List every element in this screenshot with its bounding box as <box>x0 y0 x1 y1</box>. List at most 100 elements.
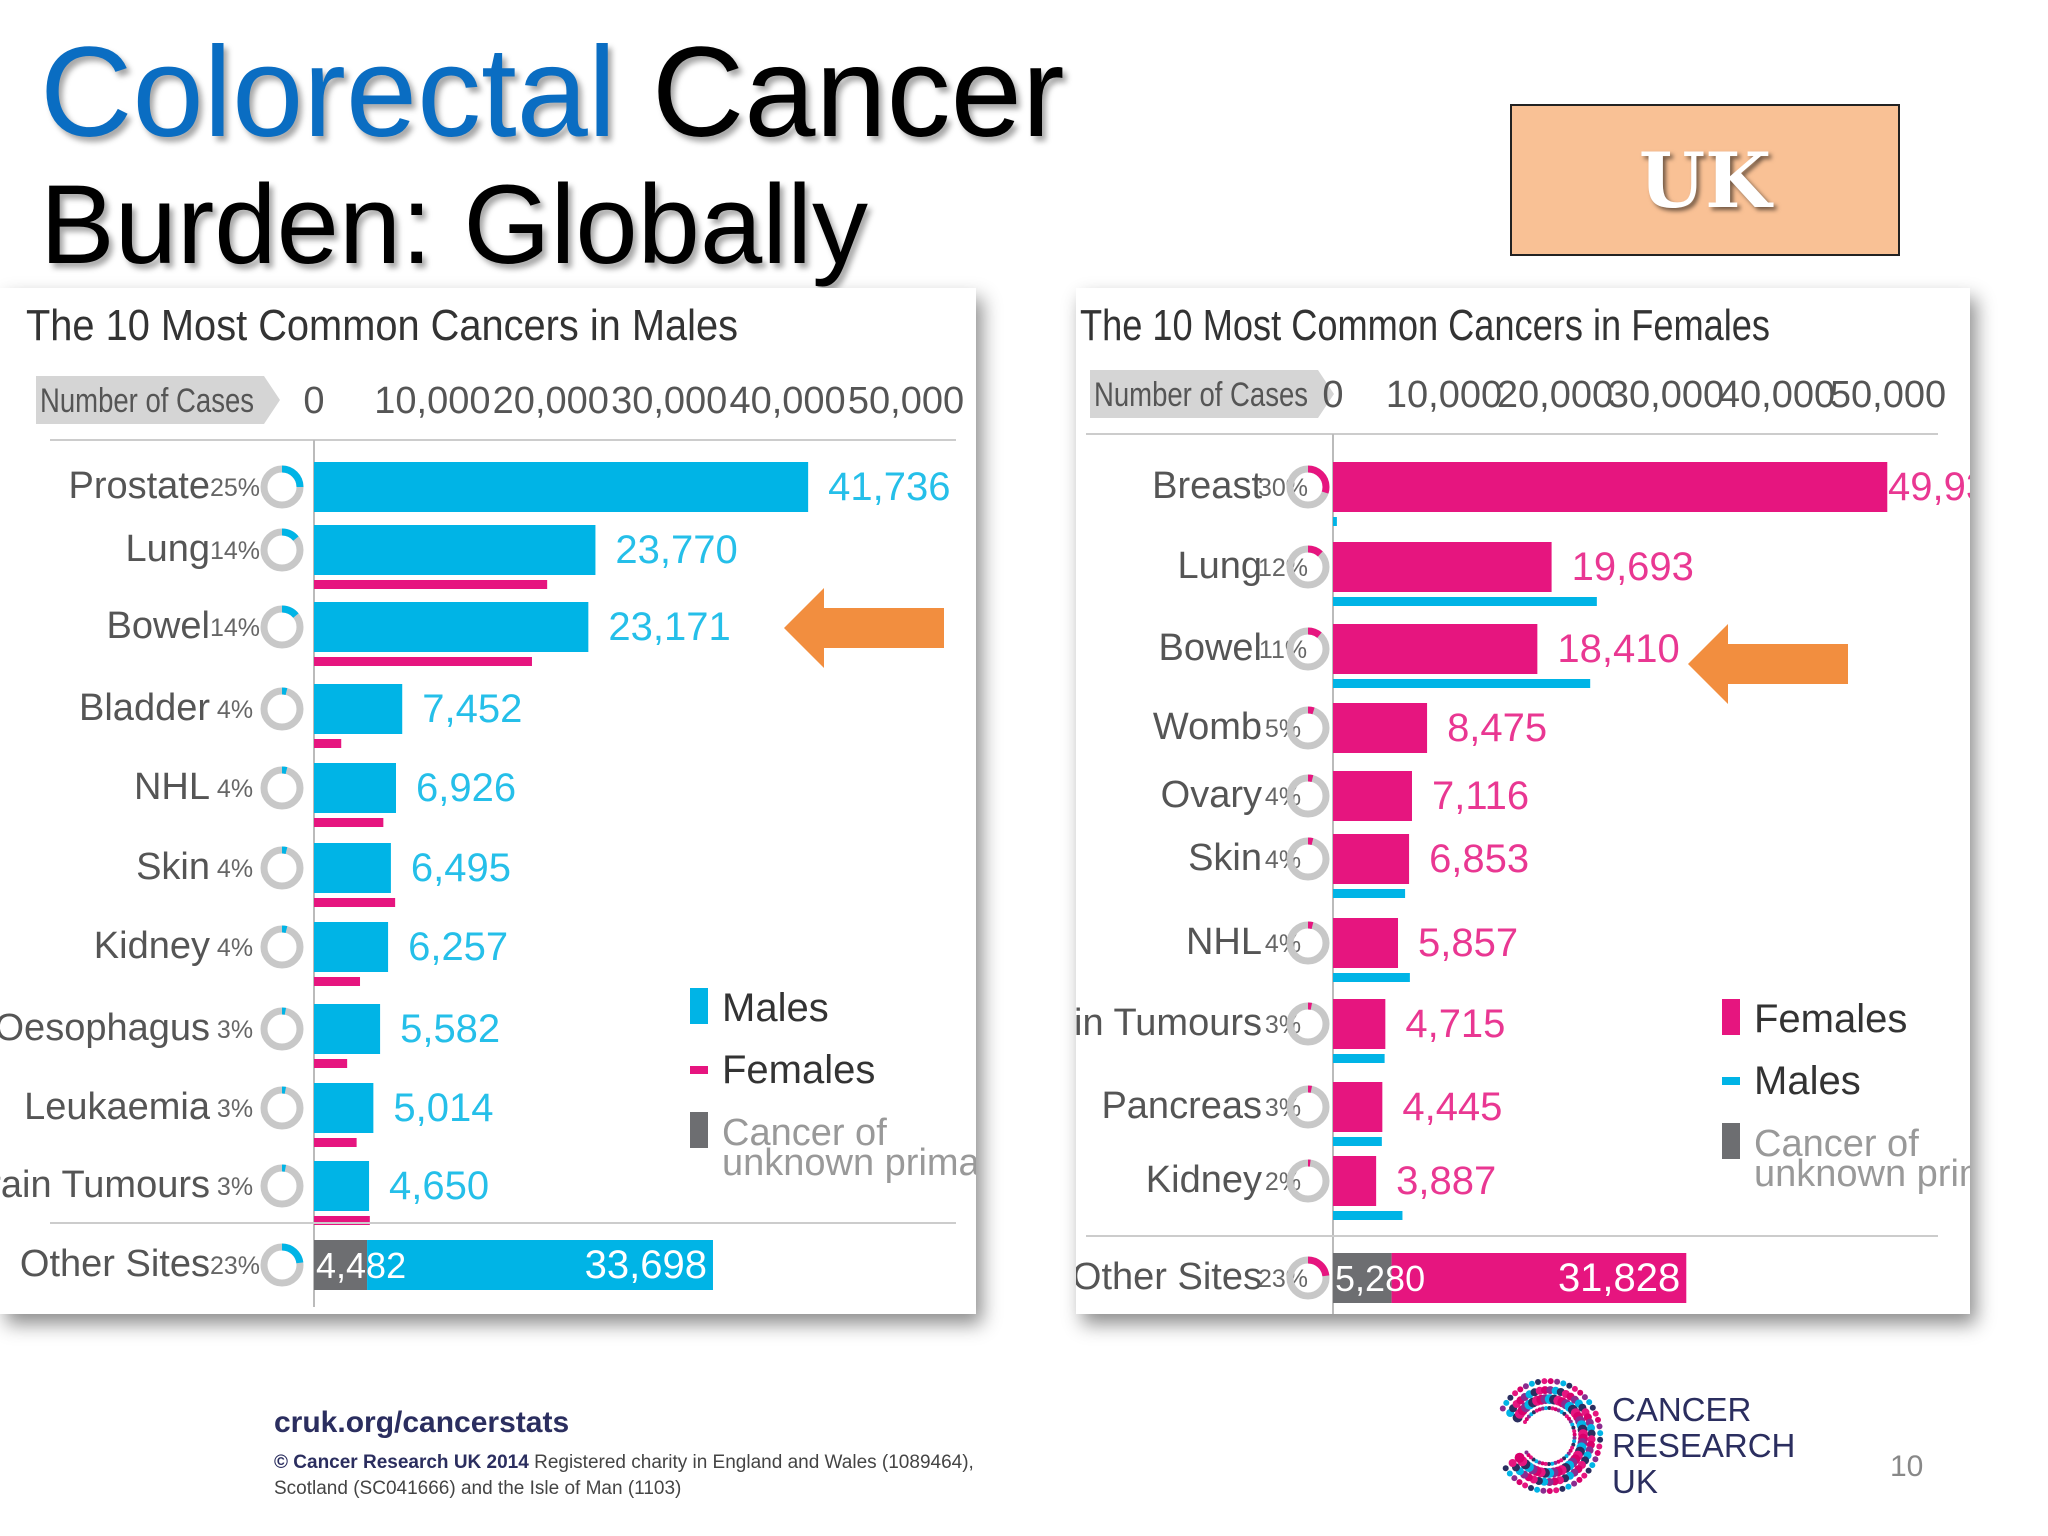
bar-females <box>314 739 342 748</box>
bar-unknown-primary <box>314 1240 368 1290</box>
percent-donut-ring <box>260 925 304 969</box>
bar-males <box>1333 1054 1385 1063</box>
unknown-value-label: 4,482 <box>316 1245 406 1286</box>
legend-label: Males <box>1754 1059 1861 1103</box>
axis-label: Number of Cases <box>40 382 254 420</box>
percent-donut-arc <box>260 465 304 509</box>
bar-females <box>314 657 532 666</box>
logo-dot <box>1589 1462 1596 1469</box>
logo-dot <box>1522 1482 1529 1489</box>
other-sites-label: Other Sites <box>20 1243 210 1285</box>
bar-unknown-primary <box>1333 1253 1392 1303</box>
bar-females <box>314 977 361 986</box>
logo-dot <box>1572 1436 1577 1440</box>
x-tick-label: 20,000 <box>1497 374 1613 416</box>
percent-donut-ring <box>260 1164 304 1208</box>
legend-swatch-bar <box>1722 999 1740 1035</box>
percent-label: 3% <box>217 1016 253 1044</box>
unknown-value-label: 5,280 <box>1335 1258 1425 1299</box>
logo-dot <box>1537 1460 1542 1465</box>
bar-males <box>1333 1137 1382 1146</box>
cancer-research-uk-logo: CANCER RESEARCH UK <box>1486 1366 1836 1506</box>
other-value-label: 31,828 <box>1558 1256 1680 1300</box>
logo-dot <box>1543 1461 1548 1466</box>
logo-dot <box>1547 1378 1554 1385</box>
logo-dot <box>1587 1429 1596 1438</box>
percent-donut-arc <box>260 1086 304 1130</box>
percent-donut-arc <box>1286 774 1330 818</box>
value-label: 6,926 <box>416 766 516 810</box>
logo-text: CANCER RESEARCH UK <box>1612 1392 1795 1500</box>
logo-dot <box>1514 1452 1525 1463</box>
x-tick-label: 0 <box>1322 374 1343 416</box>
other-sites-label: Other Sites <box>1076 1256 1262 1298</box>
logo-dot <box>1570 1445 1575 1450</box>
logo-dot <box>1550 1461 1555 1466</box>
category-label: Kidney <box>1146 1159 1262 1201</box>
legend-swatch-line <box>690 1066 708 1074</box>
logo-dot <box>1559 1485 1566 1492</box>
value-label: 6,495 <box>411 846 511 890</box>
logo-dot <box>1596 1443 1603 1450</box>
value-label: 5,857 <box>1418 921 1518 965</box>
category-label: Womb <box>1153 706 1262 748</box>
footer: cruk.org/cancerstats © Cancer Research U… <box>256 1352 1840 1512</box>
percent-label: 4% <box>217 934 253 962</box>
logo-dot <box>1517 1386 1524 1393</box>
bar-females <box>314 1138 357 1147</box>
cancerstats-link[interactable]: cruk.org/cancerstats <box>274 1406 570 1439</box>
slide-title-colorectal: Colorectal <box>40 21 617 164</box>
copyright-line-1: © Cancer Research UK 2014 Registered cha… <box>274 1452 974 1474</box>
x-tick-label: 10,000 <box>1386 374 1502 416</box>
legend-label-continued: unknown primary <box>1754 1153 1970 1195</box>
logo-dot <box>1511 1475 1518 1482</box>
percent-donut-arc <box>1286 837 1330 881</box>
percent-donut-ring <box>260 687 304 731</box>
value-label: 8,475 <box>1447 706 1547 750</box>
logo-line-3: UK <box>1612 1463 1658 1500</box>
logo-line-1: CANCER <box>1612 1391 1752 1428</box>
logo-dot <box>1506 1470 1513 1477</box>
logo-dot <box>1546 1462 1551 1466</box>
logo-dot <box>1596 1423 1603 1430</box>
logo-dot <box>1597 1430 1604 1437</box>
copyright-line-2: Scotland (SC041666) and the Isle of Man … <box>274 1478 682 1499</box>
logo-dot <box>1534 1486 1541 1493</box>
x-tick-label: 20,000 <box>493 380 609 422</box>
category-label: Kidney <box>94 925 210 967</box>
logo-dot <box>1541 1378 1548 1385</box>
other-percent-label: 23% <box>210 1252 260 1280</box>
page-number: 10 <box>1890 1450 1924 1483</box>
bar-males <box>1333 597 1597 606</box>
category-label: Prostate <box>68 465 210 507</box>
logo-dot <box>1512 1390 1519 1397</box>
bar-males <box>314 1161 370 1211</box>
value-label: 5,014 <box>393 1086 493 1130</box>
bar-males <box>314 843 391 893</box>
percent-donut-arc <box>1286 706 1330 750</box>
logo-dot <box>1503 1399 1510 1406</box>
logo-dot <box>1571 1480 1578 1487</box>
percent-donut-arc <box>1286 627 1330 671</box>
axis-label: Number of Cases <box>1094 376 1308 414</box>
legend-label: Males <box>722 986 829 1030</box>
logo-dot <box>1570 1422 1575 1427</box>
logo-dot <box>1516 1479 1523 1486</box>
bar-males <box>1333 973 1410 982</box>
bar-females <box>1333 1156 1377 1206</box>
logo-line-2: RESEARCH <box>1612 1427 1796 1464</box>
logo-dot <box>1540 1461 1545 1466</box>
category-label: Leukaemia <box>24 1086 211 1128</box>
percent-donut-ring <box>260 846 304 890</box>
logo-dot <box>1572 1432 1577 1437</box>
bar-females <box>1333 703 1428 753</box>
percent-donut-arc <box>260 1007 304 1051</box>
logo-dot <box>1523 1420 1527 1424</box>
category-label: Ovary <box>1161 774 1262 816</box>
bar-males <box>314 1083 374 1133</box>
females-chart: The 10 Most Common Cancers in Females Num… <box>1076 301 1970 1314</box>
logo-dot <box>1586 1399 1593 1406</box>
bar-males <box>1333 1211 1403 1220</box>
category-label: Bladder <box>79 687 210 729</box>
highlight-arrow-icon <box>784 588 944 668</box>
